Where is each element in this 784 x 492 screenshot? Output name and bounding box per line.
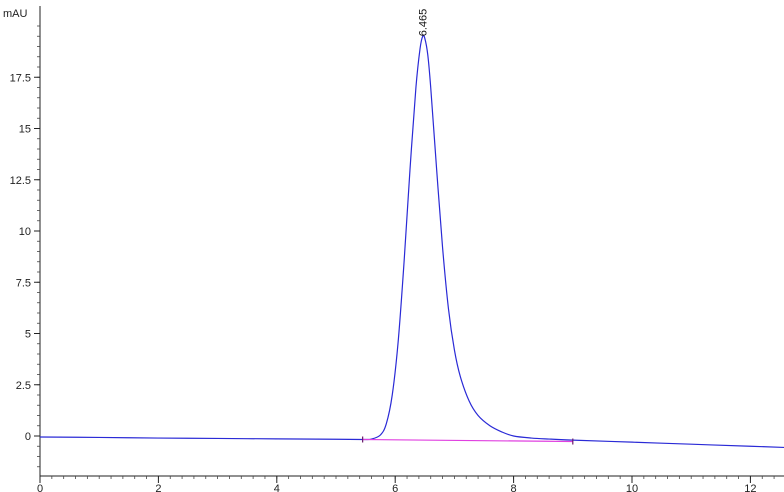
x-tick-label: 12 [744,483,756,492]
y-axis-label: mAU [3,8,28,20]
y-tick-label: 7.5 [16,277,31,289]
y-tick-label: 10 [19,226,31,238]
x-tick-label: 10 [626,483,638,492]
x-tick-label: 2 [155,483,161,492]
x-major-ticks: 0 2 4 6 8 10 12 [37,476,757,492]
signal-series-line [39,34,784,449]
y-tick-label: 5 [25,329,31,341]
y-major-ticks: 0 2.5 5 7.5 10 12.5 15 17.5 [10,72,40,443]
integration-baseline [362,438,573,443]
y-tick-label: 15 [19,124,31,136]
x-tick-label: 4 [274,483,280,492]
y-tick-label: 12.5 [10,175,31,187]
plot-area: 6.465 [39,9,784,449]
y-tick-label: 0 [25,431,31,443]
baseline-markers [362,436,574,445]
peak-retention-label: 6.465 [418,9,430,37]
x-tick-label: 8 [511,483,517,492]
x-tick-label: 0 [37,483,43,492]
y-tick-label: 2.5 [16,380,31,392]
y-tick-label: 17.5 [10,72,31,84]
y-axis: 0 2.5 5 7.5 10 12.5 15 17.5 mAU [3,6,41,476]
x-tick-label: 6 [392,483,398,492]
x-axis: 0 2 4 6 8 10 12 [37,475,784,492]
